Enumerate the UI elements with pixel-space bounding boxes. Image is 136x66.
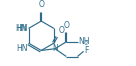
Text: F: F (84, 46, 89, 55)
Text: O: O (58, 26, 64, 35)
Text: HN: HN (15, 24, 27, 33)
Text: N: N (52, 44, 58, 53)
Text: HN: HN (16, 44, 28, 53)
Text: 2: 2 (85, 41, 88, 46)
Text: O: O (38, 0, 44, 9)
Text: O: O (63, 21, 69, 30)
Text: HN: HN (16, 24, 28, 33)
Text: NH: NH (78, 37, 90, 46)
